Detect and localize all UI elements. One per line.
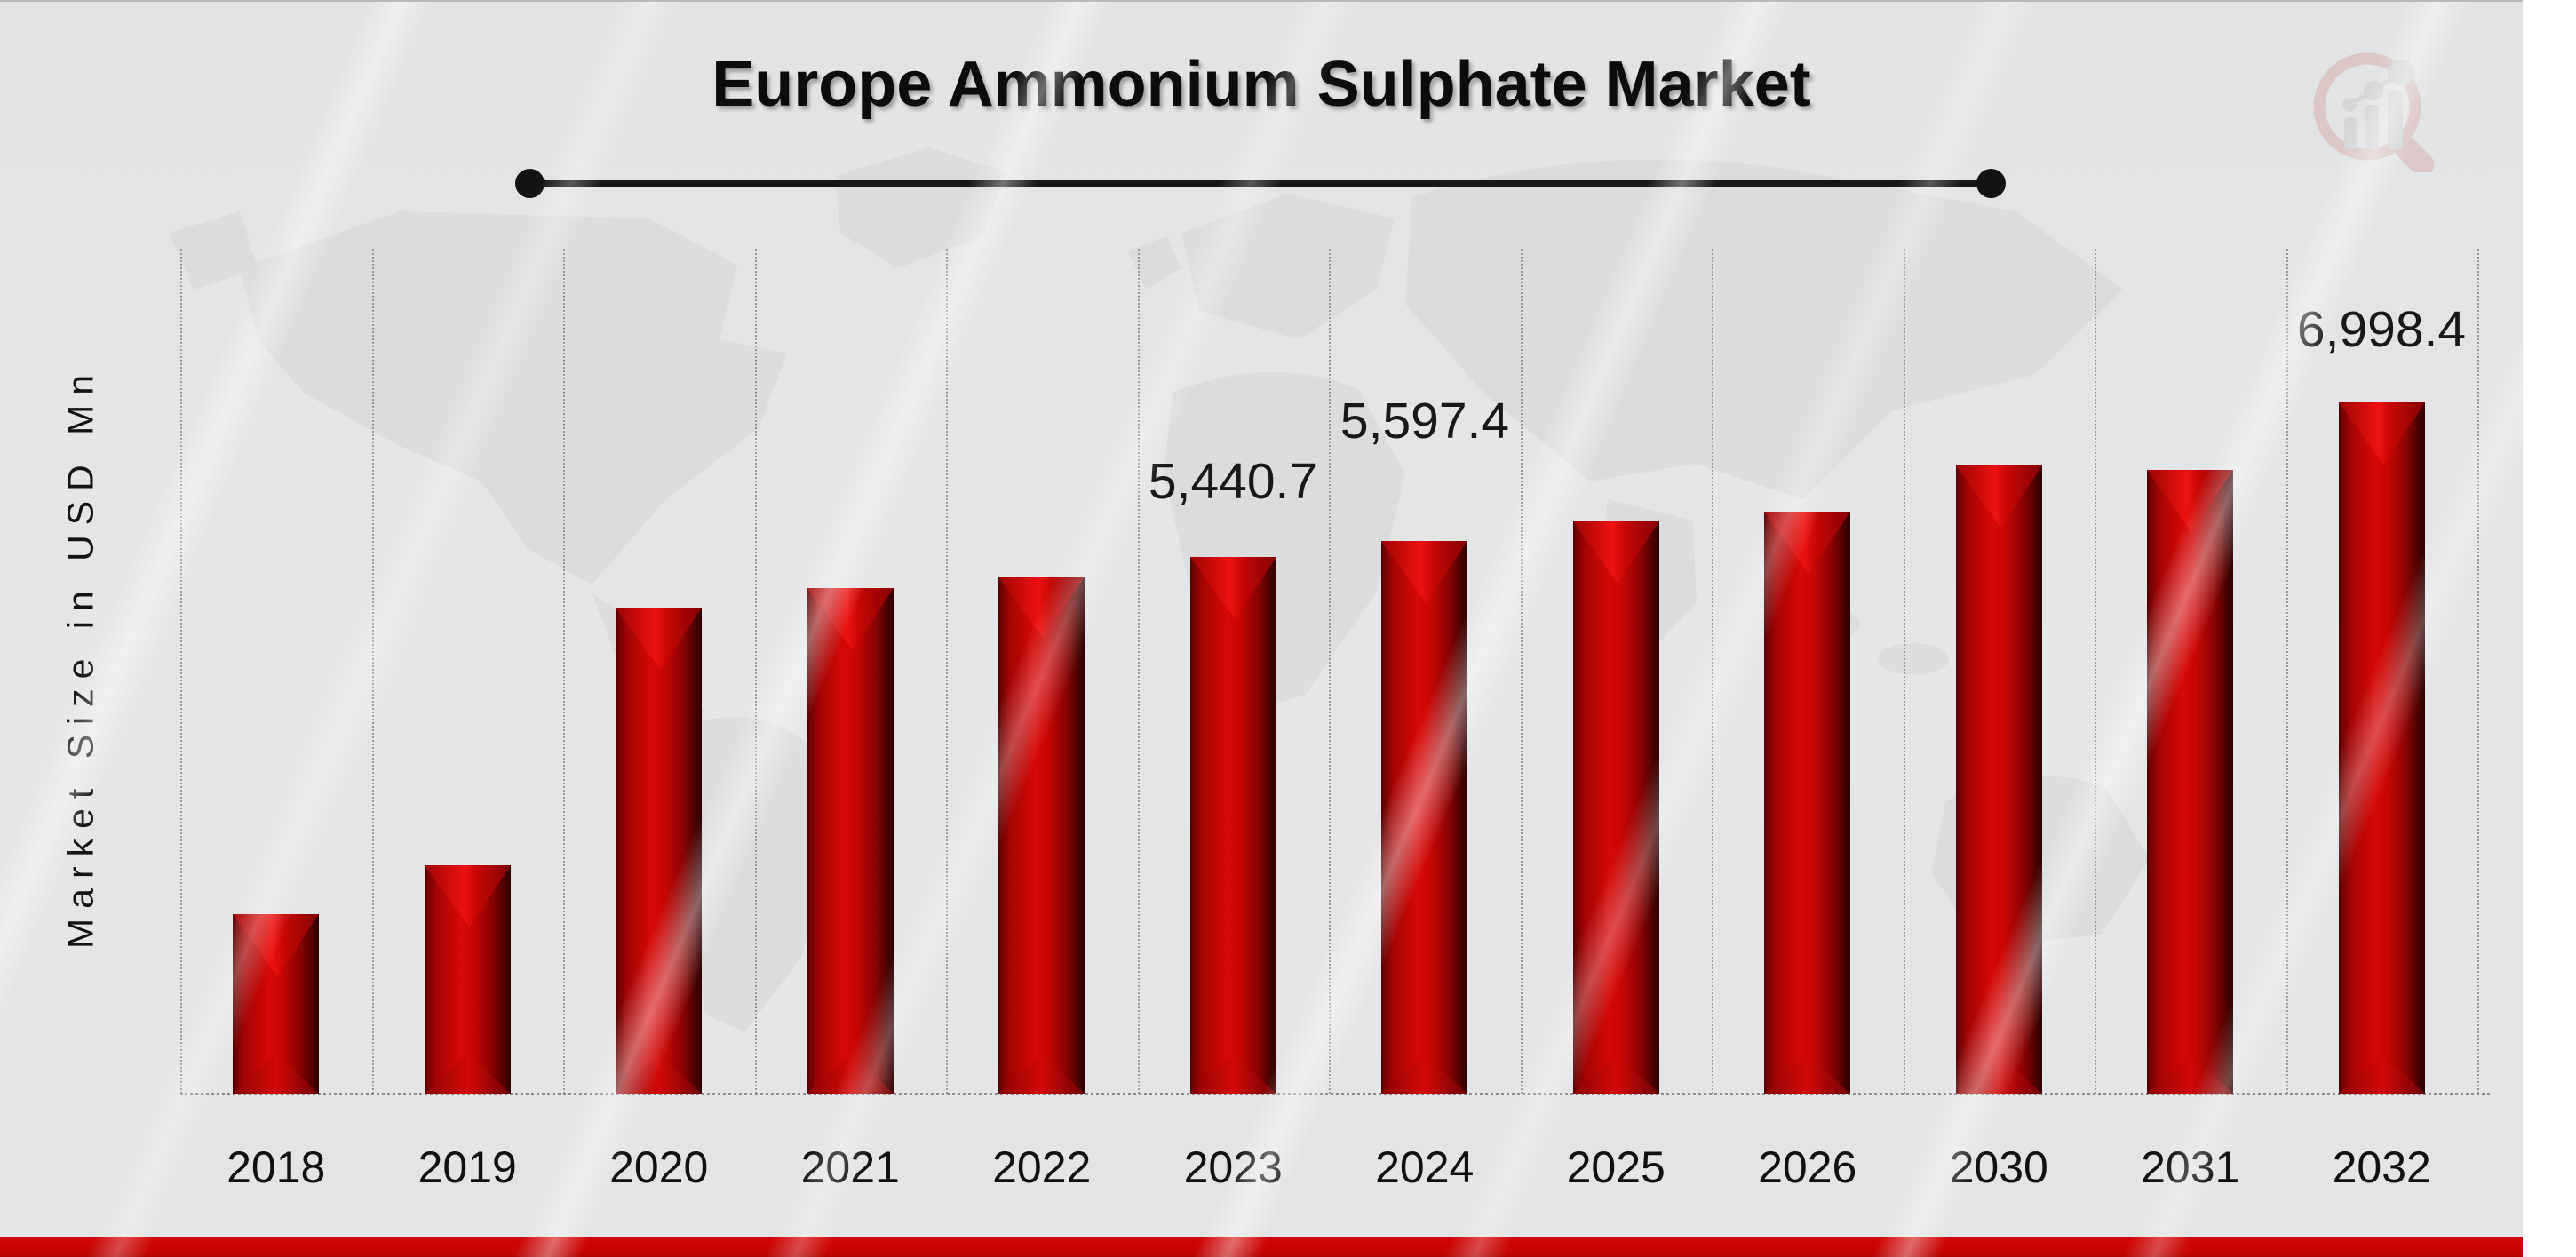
bar-value-label-2024: 5,597.4 [1340, 393, 1510, 449]
chart-title: Europe Ammonium Sulphate Market [712, 49, 1811, 120]
gridline [563, 249, 565, 1094]
gridline [1903, 249, 1905, 1094]
x-tick-label-2025: 2025 [1566, 1142, 1666, 1192]
gridline [1520, 249, 1523, 1094]
x-tick-label-2019: 2019 [417, 1142, 517, 1192]
chart-canvas: Europe Ammonium Sulphate Market Market S… [0, 0, 2523, 1257]
bar-2022 [998, 577, 1085, 1094]
bar-2023 [1190, 557, 1276, 1094]
gridline [2286, 249, 2288, 1094]
bar-2030 [1956, 465, 2042, 1094]
underline-left-dot [515, 169, 545, 198]
gridline [754, 249, 757, 1094]
gridline [2477, 249, 2479, 1094]
x-tick-label-2026: 2026 [1758, 1142, 1857, 1192]
x-tick-label-2031: 2031 [2141, 1142, 2240, 1192]
bar-2019 [425, 865, 511, 1094]
gridline [180, 249, 182, 1094]
bar-2021 [807, 588, 894, 1094]
gridline [946, 249, 948, 1094]
bar-2025 [1573, 521, 1659, 1094]
gridline [1137, 249, 1140, 1094]
gridline [1329, 249, 1331, 1094]
bar-value-label-2023: 5,440.7 [1148, 453, 1318, 510]
x-tick-label-2021: 2021 [800, 1142, 900, 1192]
bar-2032 [2339, 402, 2425, 1094]
gridline [371, 249, 374, 1094]
bar-2031 [2147, 470, 2233, 1094]
x-tick-label-2022: 2022 [992, 1142, 1092, 1192]
x-tick-label-2018: 2018 [227, 1142, 326, 1192]
bar-value-label-2032: 6,998.4 [2296, 301, 2467, 358]
bar-2024 [1381, 541, 1467, 1094]
bar-2026 [1764, 512, 1850, 1094]
gridline [2095, 249, 2096, 1094]
x-tick-label-2030: 2030 [1949, 1142, 2048, 1192]
x-tick-label-2024: 2024 [1375, 1142, 1475, 1192]
x-tick-label-2032: 2032 [2332, 1142, 2431, 1192]
bar-2020 [616, 608, 702, 1094]
x-tick-label-2023: 2023 [1183, 1142, 1283, 1192]
underline-right-dot [1976, 169, 2006, 198]
gridline [1712, 249, 1713, 1094]
y-axis-title: Market Size in USD Mn [60, 364, 101, 949]
bar-2018 [233, 914, 319, 1094]
bottom-accent-bar [0, 1237, 2523, 1257]
x-tick-label-2020: 2020 [609, 1142, 709, 1192]
magnifier-bar-chart-logo-icon [2313, 52, 2435, 172]
title-underline [515, 169, 2006, 198]
x-axis-baseline [180, 1093, 2490, 1095]
